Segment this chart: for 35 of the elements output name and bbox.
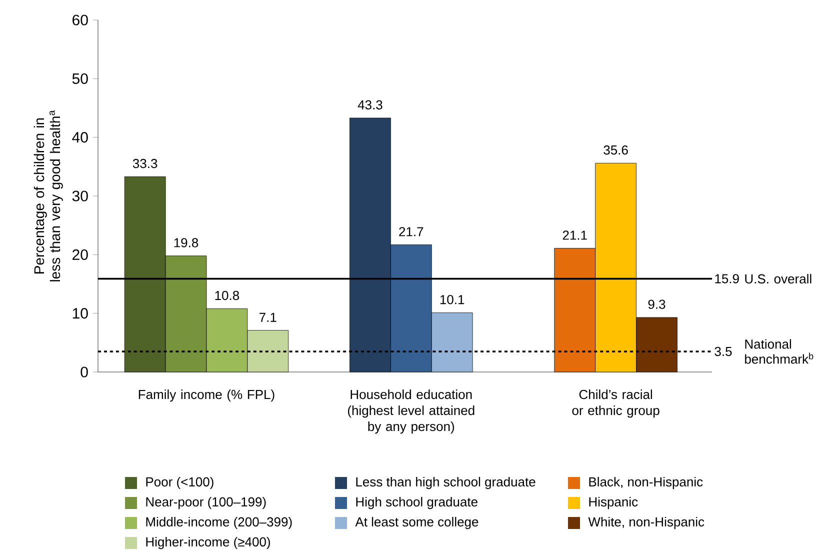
y-tick-label: 60	[72, 14, 88, 26]
x-tick-label: Child’s racial or ethnic group	[572, 390, 660, 418]
text: 3.5	[714, 346, 732, 356]
legend-label: Middle-income (200–399)	[146, 516, 292, 530]
data-label: 19.8	[174, 238, 198, 248]
data-label: 7.1	[260, 312, 276, 322]
ref-line-label: National benchmark$^{b}$	[745, 339, 814, 364]
data-label: 21.7	[399, 227, 424, 236]
legend-label: White, non-Hispanic	[588, 516, 704, 530]
x-tick-label: Household education (highest level attained by any person)	[348, 390, 474, 434]
legend-label: Near-poor (100–199)	[146, 496, 266, 510]
y-tick-label: 40	[72, 132, 88, 143]
legend-label: Higher-income (≥400)	[146, 536, 270, 550]
x-tick-label: Family income (% FPL)	[138, 390, 274, 402]
data-label: 10.1	[440, 295, 464, 304]
legend-label: Hispanic	[589, 496, 638, 510]
y-tick-label: 30	[72, 190, 88, 202]
legend-label: Black, non-Hispanic	[589, 476, 703, 490]
data-label: 43.3	[358, 100, 382, 110]
y-tick-label: 50	[72, 73, 88, 84]
y-tick-label: 0	[80, 366, 88, 378]
legend-label: Less than high school graduate	[356, 476, 536, 490]
data-label: 9.3	[648, 300, 666, 309]
legend-label: Poor (<100)	[146, 476, 214, 490]
ref-line-label: U.S. overall	[745, 274, 812, 284]
legend-label: High school graduate	[356, 496, 478, 510]
data-label: 10.8	[215, 290, 240, 300]
data-label: 21.1	[562, 230, 587, 240]
y-tick-label: 20	[72, 249, 88, 260]
text: 15.9	[715, 274, 739, 284]
data-label: 35.6	[604, 145, 628, 155]
data-label: 33.3	[132, 158, 158, 168]
y-tick-label: 10	[72, 308, 88, 319]
y-axis-title: Percentage of children in less than very good health$^{a}$	[34, 110, 63, 282]
legend-label: At least some college	[355, 516, 478, 530]
